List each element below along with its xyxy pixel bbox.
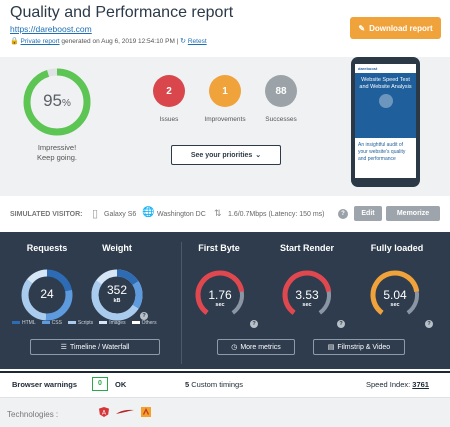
issues-label: Issues [159, 116, 179, 123]
mobile-screenshot: dareboost Website Speed Test and Website… [355, 64, 416, 178]
filmstrip-video-button[interactable]: ▤ Filmstrip & Video [313, 339, 405, 355]
html5-badge-icon[interactable] [140, 407, 152, 417]
timeline-waterfall-button[interactable]: ☰ Timeline / Waterfall [30, 339, 160, 355]
fully-loaded-help-icon[interactable]: ? [425, 320, 433, 328]
requests-gauge [21, 269, 73, 321]
private-report-link[interactable]: Private report [20, 38, 60, 45]
pdf-icon: ✎ [358, 23, 366, 33]
fully-loaded-title: Fully loaded [370, 243, 424, 253]
page-title: Quality and Performance report [10, 4, 234, 21]
gauge-arc [282, 270, 332, 320]
see-priorities-button[interactable]: See your priorities ⌄ [171, 145, 281, 165]
timeline-icon: ☰ [60, 344, 67, 351]
first-byte-value: 1.76 [208, 288, 232, 302]
svg-text:A: A [102, 411, 106, 417]
fully-loaded-unit: sec [390, 302, 400, 308]
phone-icon: ▯ [92, 208, 99, 220]
retest-link[interactable]: Retest [187, 38, 207, 45]
weight-value: 352 [106, 283, 128, 297]
preview-hero-text: Website Speed Test and Website Analysis [359, 77, 412, 90]
first-byte-title: First Byte [198, 243, 240, 253]
report-header: Quality and Performance report https://d… [0, 0, 450, 57]
start-render-help-icon[interactable]: ? [337, 320, 345, 328]
film-icon: ▤ [327, 344, 335, 351]
chevron-down-icon: ⌄ [255, 152, 262, 159]
visitor-device: Galaxy S6 [104, 211, 137, 218]
site-url-link[interactable]: https://dareboost.com [10, 24, 92, 34]
visitor-label: SIMULATED VISITOR: [10, 211, 83, 218]
legend-images: Images [99, 320, 126, 326]
weight-title: Weight [102, 243, 132, 253]
ok-label: OK [115, 380, 127, 389]
weight-gauge [91, 269, 143, 321]
legend-css: CSS [41, 320, 62, 326]
technologies-bar: Technologies : A [0, 397, 450, 427]
improvements-badge[interactable]: 1 [209, 75, 241, 107]
first-byte-gauge [195, 270, 245, 320]
preview-lower-text: An insightful audit of your website's qu… [355, 138, 416, 178]
successes-badge[interactable]: 88 [265, 75, 297, 107]
first-byte-help-icon[interactable]: ? [250, 320, 258, 328]
gauge-arc [195, 270, 245, 320]
download-report-button[interactable]: ✎ Download report [350, 17, 441, 39]
start-render-gauge [282, 270, 332, 320]
weight-help-icon[interactable]: ? [140, 312, 148, 320]
warnings-bar: Browser warnings 0 OK 5 Custom timings S… [0, 371, 450, 395]
successes-label: Successes [265, 116, 297, 123]
play-icon [378, 94, 393, 108]
up-down-arrows-icon: ⇅ [214, 208, 222, 218]
preview-brand: dareboost [355, 64, 416, 73]
swoosh-logo-icon[interactable] [115, 407, 135, 417]
score-gauge [23, 68, 91, 136]
legend-others: Others [131, 320, 157, 326]
globe-icon: 🌐 [142, 207, 155, 218]
memorize-button[interactable]: Memorize [386, 206, 440, 221]
mobile-preview: dareboost Website Speed Test and Website… [351, 57, 420, 187]
edit-button[interactable]: Edit [354, 206, 382, 221]
simulated-visitor-bar: SIMULATED VISITOR: ▯ Galaxy S6 🌐 Washing… [0, 196, 450, 232]
clock-icon: ◷ [231, 344, 238, 351]
score-label: Impressive! Keep going. [36, 143, 78, 162]
score-value: 95% [43, 91, 71, 110]
start-render-unit: sec [302, 302, 312, 308]
issues-badge[interactable]: 2 [153, 75, 185, 107]
browser-warnings-count[interactable]: 0 [92, 377, 108, 391]
fully-loaded-gauge [370, 270, 420, 320]
weight-unit: kB [113, 298, 121, 304]
speed-index-value[interactable]: 3761 [412, 380, 429, 389]
improvements-label: Improvements [204, 116, 246, 123]
metrics-panel: Requests Weight 24 352 kB ? HTML CSS Scr… [0, 232, 450, 369]
gauge-arc [370, 270, 420, 320]
start-render-value: 3.53 [295, 288, 319, 302]
fully-loaded-value: 5.04 [383, 288, 407, 302]
retest-icon: ↻ [180, 38, 187, 45]
requests-title: Requests [26, 243, 68, 253]
custom-timings[interactable]: 5 Custom timings [185, 380, 243, 389]
visitor-location: Washington DC [157, 211, 206, 218]
summary-section: 95% Impressive! Keep going. 2 Issues 1 I… [0, 57, 450, 196]
generated-text: generated on Aug 6, 2019 12:54:10 PM | [61, 38, 181, 45]
browser-warnings-label: Browser warnings [12, 380, 78, 389]
first-byte-unit: sec [215, 302, 225, 308]
help-icon[interactable]: ? [338, 209, 348, 219]
weight-legend: HTML CSS Scripts Images Others [12, 320, 157, 326]
technologies-label: Technologies : [7, 410, 59, 419]
angular-icon[interactable]: A [98, 407, 110, 417]
more-metrics-button[interactable]: ◷ More metrics [217, 339, 295, 355]
legend-scripts: Scripts [67, 320, 93, 326]
visitor-connection: 1.6/0.7Mbps (Latency: 150 ms) [228, 211, 325, 218]
speed-index: Speed Index: 3761 [366, 380, 429, 389]
lock-icon: 🔒 [10, 38, 19, 45]
start-render-title: Start Render [279, 243, 334, 253]
report-meta: 🔒 Private report generated on Aug 6, 201… [10, 37, 207, 45]
legend-html: HTML [12, 320, 36, 326]
requests-value: 24 [40, 287, 54, 301]
metrics-divider [181, 242, 182, 364]
